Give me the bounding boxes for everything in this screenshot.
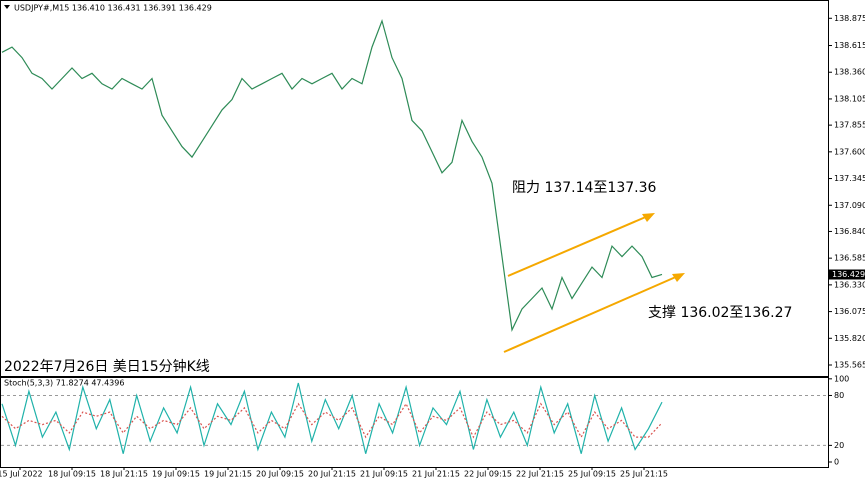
y-tick-label: 135.820 xyxy=(834,334,865,343)
y-tick-label: 0 xyxy=(834,458,839,467)
x-tick-label: 22 Jul 21:15 xyxy=(516,470,564,479)
channel-top xyxy=(507,215,649,277)
main-frame xyxy=(0,0,829,377)
y-tick-label: 138.105 xyxy=(834,94,865,103)
y-tick-label: 138.360 xyxy=(834,68,865,77)
price-tag xyxy=(829,269,865,280)
chart-title: USDJPY#,M15 136.410 136.431 136.391 136.… xyxy=(14,4,212,13)
stoch-frame xyxy=(0,377,829,468)
y-tick-label: 136.075 xyxy=(834,307,865,316)
x-tick-label: 20 Jul 09:15 xyxy=(256,470,304,479)
x-tick-label: 25 Jul 09:15 xyxy=(568,470,616,479)
x-tick-label: 21 Jul 21:15 xyxy=(412,470,460,479)
y-tick-label: 136.330 xyxy=(834,280,865,289)
y-tick-label: 137.600 xyxy=(834,147,865,156)
x-tick-label: 18 Jul 21:15 xyxy=(100,470,148,479)
x-tick-label: 19 Jul 09:15 xyxy=(152,470,200,479)
x-tick-label: 19 Jul 21:15 xyxy=(204,470,252,479)
menu-arrow xyxy=(4,5,10,9)
price-line xyxy=(1,382,663,454)
y-tick-label: 138.875 xyxy=(834,14,865,23)
arrow-head xyxy=(672,273,685,282)
price-line xyxy=(1,402,663,439)
channel-bottom xyxy=(503,275,679,353)
y-tick-label: 80 xyxy=(834,391,844,400)
price-tag-label: 136.429 xyxy=(832,270,865,279)
y-tick-label: 138.615 xyxy=(834,41,865,50)
y-tick-label: 137.855 xyxy=(834,121,865,130)
stoch-title: Stoch(5,3,3) 71.8274 47.4396 xyxy=(4,379,124,388)
support-note: 支撑 136.02至136.27 xyxy=(648,305,792,321)
arrow-head xyxy=(642,213,655,222)
resistance-note: 阻力 137.14至137.36 xyxy=(512,180,657,196)
caption: 2022年7月26日 美日15分钟K线 xyxy=(4,358,210,375)
y-tick-label: 20 xyxy=(834,441,844,450)
price-line xyxy=(1,18,663,332)
x-tick-label: 21 Jul 09:15 xyxy=(360,470,408,479)
x-tick-label: 20 Jul 21:15 xyxy=(308,470,356,479)
x-tick-label: 18 Jul 09:15 xyxy=(48,470,96,479)
y-tick-label: 137.345 xyxy=(834,174,865,183)
x-tick-label: 15 Jul 2022 xyxy=(0,470,43,479)
x-tick-label: 25 Jul 21:15 xyxy=(620,470,668,479)
y-tick-label: 136.585 xyxy=(834,254,865,263)
y-tick-label: 137.090 xyxy=(834,201,865,210)
x-tick-label: 22 Jul 09:15 xyxy=(464,470,512,479)
y-tick-label: 100 xyxy=(834,374,849,383)
y-tick-label: 136.840 xyxy=(834,227,865,236)
y-tick-label: 135.565 xyxy=(834,361,865,370)
